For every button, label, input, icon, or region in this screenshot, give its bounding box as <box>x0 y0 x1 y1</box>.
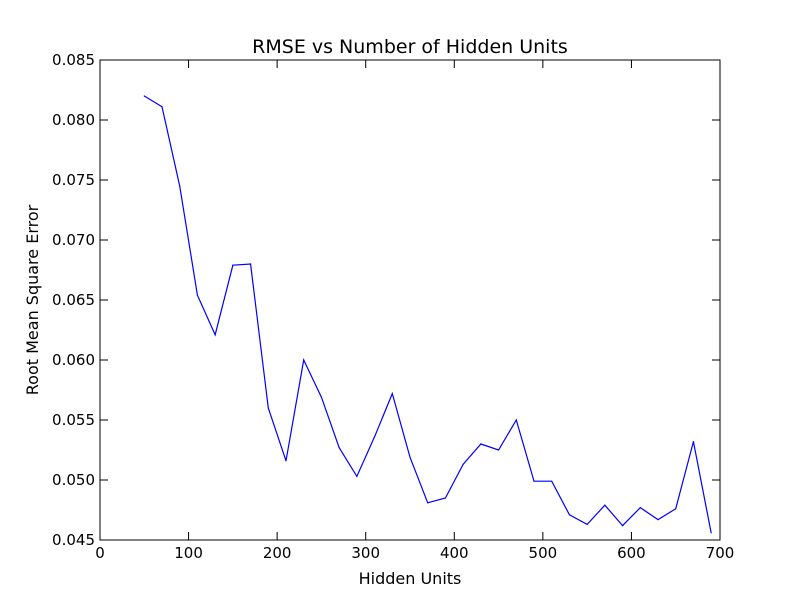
y-tick-label: 0.055 <box>52 411 95 429</box>
chart-title: RMSE vs Number of Hidden Units <box>252 36 568 58</box>
y-tick-label: 0.045 <box>52 531 95 549</box>
data-point <box>179 185 181 187</box>
data-point <box>586 523 588 526</box>
data-point <box>480 443 482 445</box>
data-point <box>427 502 429 504</box>
x-tick-label: 700 <box>706 544 735 562</box>
plot-area-frame <box>99 59 721 541</box>
data-point <box>143 95 145 97</box>
x-tick-label: 200 <box>263 544 292 562</box>
data-point <box>320 396 323 398</box>
data-point <box>551 480 553 482</box>
data-point <box>444 497 447 499</box>
axis-ticks: 0 100 200 300 400 500 600 700 0.045 0.050 0.055 0.0… <box>52 51 734 562</box>
data-point <box>692 441 695 443</box>
data-point <box>338 447 340 449</box>
data-point <box>409 456 411 458</box>
data-point <box>497 449 500 451</box>
data-point <box>604 504 606 506</box>
y-tick-label: 0.050 <box>52 471 95 489</box>
data-point <box>214 334 216 336</box>
data-point <box>161 106 163 108</box>
data-point <box>710 532 712 534</box>
y-tick-label: 0.065 <box>52 291 95 309</box>
data-point <box>391 393 393 395</box>
data-point <box>462 463 464 465</box>
data-series <box>143 95 712 534</box>
x-tick-label: 100 <box>174 544 203 562</box>
data-point <box>267 407 269 409</box>
y-axis-label: Root Mean Square Error <box>23 204 42 395</box>
x-tick-label: 0 <box>95 544 105 562</box>
data-point <box>232 264 234 266</box>
x-axis-label: Hidden Units <box>359 569 462 588</box>
data-point <box>196 294 199 296</box>
data-point <box>621 525 624 527</box>
data-point <box>639 507 641 509</box>
data-point <box>657 519 659 521</box>
data-point <box>285 460 287 462</box>
data-point <box>249 263 252 265</box>
data-point <box>675 508 677 510</box>
y-tick-label: 0.080 <box>52 111 95 129</box>
data-point <box>533 480 535 482</box>
y-tick-label: 0.085 <box>52 51 95 69</box>
x-tick-label: 600 <box>617 544 646 562</box>
y-tick-label: 0.075 <box>52 171 95 189</box>
rmse-series-line <box>143 95 712 533</box>
x-tick-label: 400 <box>440 544 469 562</box>
y-tick-label: 0.070 <box>52 231 95 249</box>
data-point <box>515 419 517 421</box>
data-point <box>303 359 305 361</box>
x-tick-label: 300 <box>351 544 380 562</box>
data-point <box>568 514 571 516</box>
y-tick-label: 0.060 <box>52 351 95 369</box>
x-tick-label: 500 <box>529 544 558 562</box>
data-point <box>373 436 376 438</box>
data-point <box>356 475 358 477</box>
